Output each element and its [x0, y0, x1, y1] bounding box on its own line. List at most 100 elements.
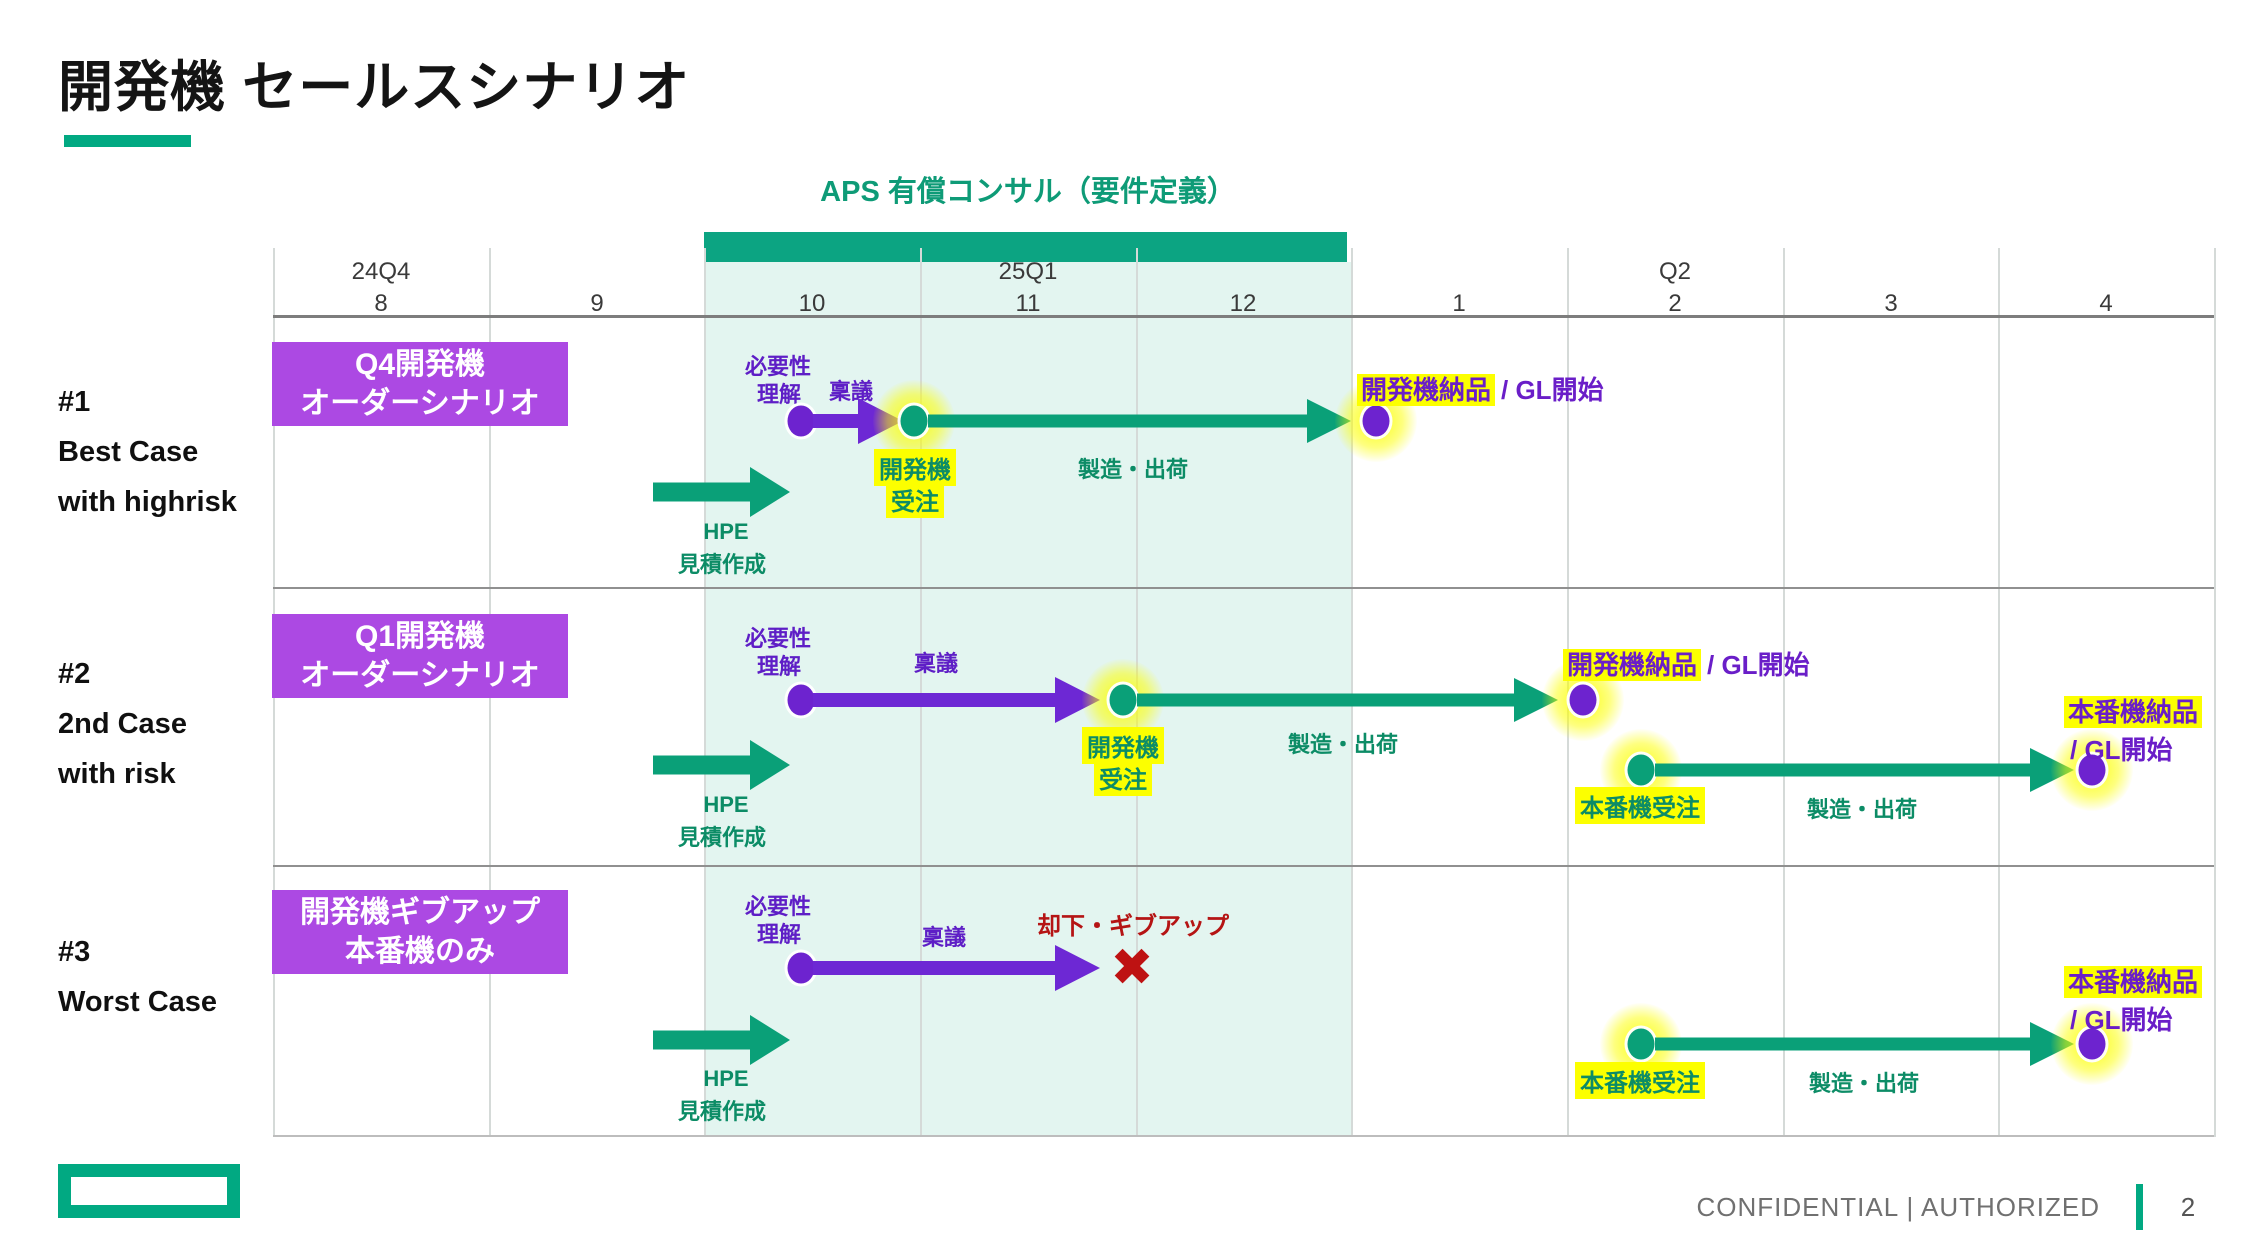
quarter-label: 24Q4 [351, 258, 411, 285]
prod-order-dot [1627, 754, 1655, 786]
quarter-label: 25Q1 [998, 258, 1058, 285]
aps-consult-label: APS 有償コンサル（要件定義） [820, 176, 1236, 208]
mfg-label: 製造・出荷 [1806, 797, 1918, 822]
approval-label: 稟議 [913, 651, 959, 676]
hpe-quote-arrow-body [653, 482, 750, 502]
gl-start-label: / GL開始 [1707, 650, 1810, 680]
case-2-risk: with risk [58, 758, 176, 790]
order-dot [1109, 684, 1137, 716]
approval-arrow-body [813, 414, 860, 428]
prod-order-dot [1627, 1028, 1655, 1060]
month-label: 9 [590, 290, 604, 317]
month-label: 4 [2099, 290, 2113, 317]
gridline [920, 248, 922, 1137]
need-label: 必要性 [744, 894, 812, 919]
month-label: 10 [798, 290, 826, 317]
case-1-name: Best Case [58, 436, 199, 468]
gridline [2214, 248, 2216, 1137]
classification-label: CONFIDENTIAL | AUTHORIZED [1696, 1192, 2100, 1222]
hpe-quote-arrow-head [750, 740, 790, 790]
gl-start-label: / GL開始 [2070, 1005, 2173, 1035]
delivery-dot [1362, 405, 1390, 437]
reject-label: 却下・ギブアップ [1037, 913, 1229, 940]
month-label: 8 [374, 290, 388, 317]
milestone-dot [787, 952, 815, 984]
order-label-line1: 開発機 [1082, 727, 1164, 764]
need-label: 必要性 [744, 626, 812, 651]
case-3-name: Worst Case [58, 986, 218, 1018]
understand-label: 理解 [756, 382, 802, 407]
quarter-label: Q2 [1658, 258, 1692, 285]
prod-order-label: 本番機受注 [1575, 1062, 1705, 1099]
scenario-3-box-line1: 開発機ギブアップ [300, 896, 540, 929]
title-underline [64, 135, 191, 147]
quote-label: 見積作成 [677, 1099, 767, 1124]
need-label: 必要性 [744, 354, 812, 379]
prod-delivery-highlight: 本番機納品 [2064, 696, 2203, 728]
prod-mfg-arrow-body [1655, 763, 2030, 777]
hpe-quote-arrow-head [750, 1015, 790, 1065]
prod-delivery-label: 本番機納品 [2064, 962, 2203, 999]
prod-order-label: 本番機受注 [1575, 787, 1705, 824]
delivery-label: 開発機納品 / GL開始 [1357, 370, 1604, 407]
quote-label: 見積作成 [677, 825, 767, 850]
mfg-label: 製造・出荷 [1808, 1071, 1920, 1096]
hpe-quote-arrow-body [653, 1030, 750, 1050]
prod-gl-start-label: / GL開始 [2070, 730, 2173, 767]
prod-mfg-arrow-body [1655, 1037, 2030, 1051]
page-title: 開発機 セールスシナリオ [58, 56, 691, 118]
month-label: 2 [1668, 290, 1682, 317]
order-label-line1: 開発機 [874, 449, 956, 486]
page-number: 2 [2180, 1192, 2196, 1222]
scenario-1-box-line1: Q4開発機 [354, 348, 486, 381]
prod-delivery-dot [2078, 754, 2106, 786]
delivery-dot [1569, 684, 1597, 716]
mfg-arrow-body [1137, 693, 1514, 707]
delivery-label: 開発機納品 / GL開始 [1563, 645, 1810, 682]
case-1-number: #1 [58, 386, 91, 418]
hpe-quote-arrow-head [750, 467, 790, 517]
month-label: 1 [1452, 290, 1466, 317]
scenario-2-box: Q1開発機 オーダーシナリオ [272, 614, 568, 698]
order-label-line2: 受注 [1094, 759, 1152, 796]
order-dot [900, 405, 928, 437]
understand-label: 理解 [756, 654, 802, 679]
gridline [1351, 248, 1353, 1137]
scenario-1-box: Q4開発機 オーダーシナリオ [272, 342, 568, 426]
scenario-3-box-line2: 本番機のみ [345, 935, 495, 968]
chart-bottom-border [273, 1135, 2214, 1137]
delivery-label-highlight: 開発機納品 [1563, 649, 1702, 681]
gl-start-label: / GL開始 [2070, 735, 2173, 765]
order-label-line2: 受注 [886, 481, 944, 518]
prod-delivery-highlight: 本番機納品 [2064, 966, 2203, 998]
aps-consult-bar [704, 232, 1347, 262]
hpe-logo [58, 1164, 240, 1218]
hpe-label: HPE [703, 519, 749, 544]
gridline [704, 248, 706, 1137]
page-number-separator [2136, 1184, 2143, 1230]
gridline [1783, 248, 1785, 1137]
delivery-label-highlight: 開発機納品 [1357, 374, 1496, 406]
rejected-x-icon: ✖ [1110, 939, 1154, 997]
approval-label: 稟議 [921, 925, 967, 950]
understand-label: 理解 [756, 922, 802, 947]
hpe-quote-arrow-body [653, 755, 750, 775]
scenario-1-box-line2: オーダーシナリオ [300, 387, 540, 420]
milestone-dot [787, 405, 815, 437]
gridline [1998, 248, 2000, 1137]
prod-delivery-label: 本番機納品 [2064, 692, 2203, 729]
quote-label: 見積作成 [677, 552, 767, 577]
milestone-dot [787, 684, 815, 716]
approval-arrow-body [813, 961, 1055, 975]
case-3-number: #3 [58, 936, 91, 968]
mfg-label: 製造・出荷 [1287, 732, 1399, 757]
prod-delivery-dot [2078, 1028, 2106, 1060]
hpe-label: HPE [703, 1066, 749, 1091]
month-label: 3 [1884, 290, 1898, 317]
row-separator [273, 865, 2214, 867]
scenario-2-box-line2: オーダーシナリオ [300, 659, 540, 692]
month-label: 12 [1229, 290, 1257, 317]
case-2-number: #2 [58, 658, 91, 690]
prod-gl-start-label: / GL開始 [2070, 1000, 2173, 1037]
